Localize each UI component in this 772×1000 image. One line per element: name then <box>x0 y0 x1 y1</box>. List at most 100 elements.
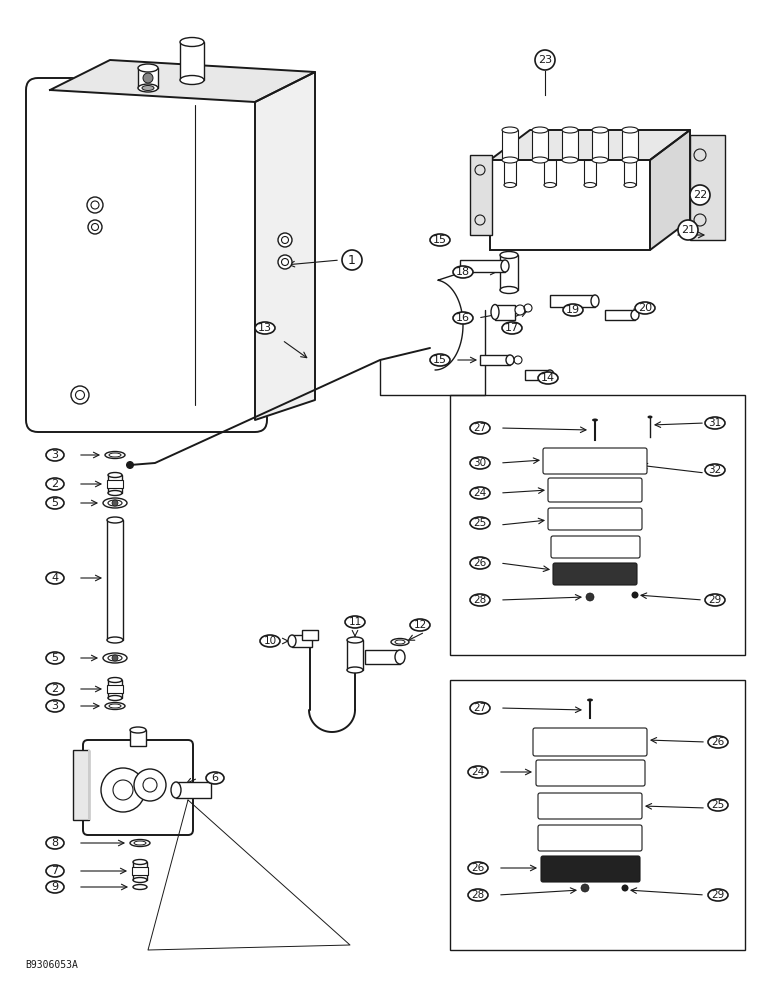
Bar <box>592 130 608 160</box>
Ellipse shape <box>708 889 728 901</box>
Bar <box>584 160 596 185</box>
Bar <box>108 475 122 493</box>
Text: 5: 5 <box>52 653 59 663</box>
Ellipse shape <box>103 498 127 508</box>
Bar <box>107 685 123 693</box>
Bar <box>73 750 89 820</box>
Ellipse shape <box>142 86 154 91</box>
Ellipse shape <box>631 310 639 320</box>
Ellipse shape <box>391 639 409 646</box>
Text: 7: 7 <box>52 866 59 876</box>
Circle shape <box>134 769 166 801</box>
Bar <box>133 862 147 880</box>
Ellipse shape <box>109 704 121 708</box>
Text: 9: 9 <box>52 882 59 892</box>
Bar <box>292 635 312 647</box>
Bar <box>470 155 492 235</box>
Ellipse shape <box>134 841 146 845</box>
Bar <box>504 160 516 185</box>
Ellipse shape <box>395 650 405 664</box>
Circle shape <box>631 591 638 598</box>
Circle shape <box>71 386 89 404</box>
Polygon shape <box>50 60 315 102</box>
Text: 28: 28 <box>472 890 485 900</box>
Ellipse shape <box>430 354 450 366</box>
Bar <box>108 680 122 698</box>
Ellipse shape <box>46 881 64 893</box>
Ellipse shape <box>500 251 518 258</box>
Text: 19: 19 <box>566 305 580 315</box>
Ellipse shape <box>109 453 121 457</box>
Ellipse shape <box>470 422 490 434</box>
Ellipse shape <box>468 862 488 874</box>
Text: 16: 16 <box>456 313 470 323</box>
Ellipse shape <box>410 619 430 631</box>
FancyBboxPatch shape <box>83 740 193 835</box>
Polygon shape <box>255 72 315 420</box>
Ellipse shape <box>46 683 64 695</box>
Text: 32: 32 <box>709 465 722 475</box>
Ellipse shape <box>345 616 365 628</box>
Bar <box>180 42 204 80</box>
Circle shape <box>112 655 118 661</box>
Text: 5: 5 <box>52 498 59 508</box>
Ellipse shape <box>592 157 608 163</box>
Circle shape <box>621 884 628 892</box>
Circle shape <box>278 255 292 269</box>
Ellipse shape <box>592 127 608 133</box>
Ellipse shape <box>108 473 122 478</box>
Bar <box>176 782 211 798</box>
Ellipse shape <box>592 418 598 422</box>
Bar <box>460 260 505 272</box>
Ellipse shape <box>138 84 158 92</box>
Ellipse shape <box>46 449 64 461</box>
Bar <box>690 135 725 240</box>
Ellipse shape <box>468 766 488 778</box>
FancyBboxPatch shape <box>26 78 267 432</box>
Ellipse shape <box>470 487 490 499</box>
Bar <box>450 395 745 655</box>
Bar <box>347 640 363 670</box>
Circle shape <box>690 185 710 205</box>
Ellipse shape <box>46 572 64 584</box>
Bar <box>132 867 148 875</box>
FancyBboxPatch shape <box>551 536 640 558</box>
Ellipse shape <box>470 457 490 469</box>
Ellipse shape <box>584 182 596 188</box>
Bar <box>622 130 638 160</box>
Bar <box>525 370 550 380</box>
Text: 31: 31 <box>709 418 722 428</box>
Circle shape <box>278 233 292 247</box>
Circle shape <box>581 884 589 892</box>
Ellipse shape <box>130 727 146 733</box>
Ellipse shape <box>105 452 125 458</box>
Ellipse shape <box>430 234 450 246</box>
Circle shape <box>342 250 362 270</box>
Text: 3: 3 <box>52 701 59 711</box>
Ellipse shape <box>587 698 593 702</box>
Text: 10: 10 <box>263 636 276 646</box>
Ellipse shape <box>133 878 147 882</box>
Ellipse shape <box>470 594 490 606</box>
Ellipse shape <box>546 370 554 380</box>
FancyBboxPatch shape <box>548 508 642 530</box>
Ellipse shape <box>260 635 280 647</box>
Ellipse shape <box>502 127 518 133</box>
FancyBboxPatch shape <box>541 856 640 882</box>
Ellipse shape <box>108 490 122 495</box>
Ellipse shape <box>470 557 490 569</box>
Ellipse shape <box>133 884 147 890</box>
Text: 20: 20 <box>638 303 652 313</box>
Text: 17: 17 <box>505 323 519 333</box>
Text: 14: 14 <box>541 373 555 383</box>
Bar <box>624 160 636 185</box>
Ellipse shape <box>532 157 548 163</box>
Circle shape <box>143 73 153 83</box>
Ellipse shape <box>468 889 488 901</box>
Ellipse shape <box>705 594 725 606</box>
FancyBboxPatch shape <box>538 825 642 851</box>
Ellipse shape <box>622 157 638 163</box>
Bar <box>138 68 158 88</box>
Ellipse shape <box>502 322 522 334</box>
Text: 25: 25 <box>711 800 725 810</box>
